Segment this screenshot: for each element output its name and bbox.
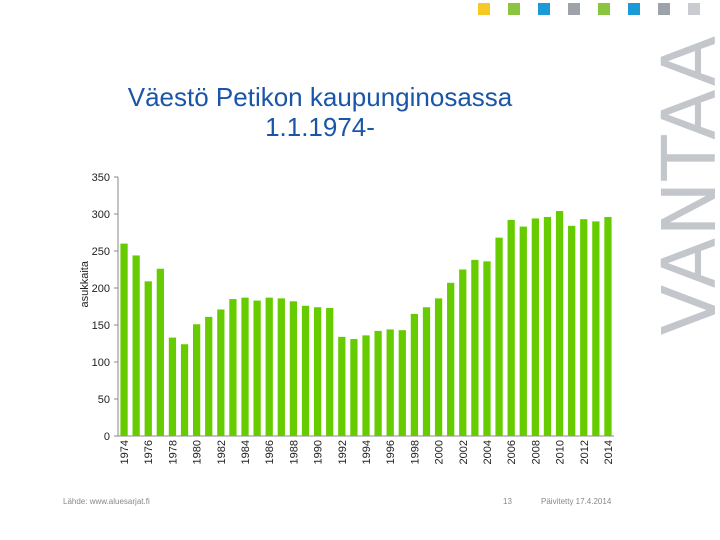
bar — [592, 221, 600, 436]
x-tick-label: 2012 — [579, 440, 591, 464]
bar — [132, 255, 140, 436]
accent-square — [688, 3, 700, 15]
bar — [398, 330, 406, 436]
slide-title: Väestö Petikon kaupunginosassa 1.1.1974- — [100, 82, 540, 142]
x-tick-label: 1974 — [119, 440, 131, 464]
x-tick-label: 1986 — [264, 440, 276, 464]
x-tick-label: 1982 — [216, 440, 228, 464]
bar — [168, 337, 177, 436]
title-line-2: 1.1.1974- — [265, 112, 375, 142]
page-number: 13 — [503, 497, 512, 506]
bar — [422, 307, 431, 436]
bar — [507, 219, 515, 436]
bar — [229, 299, 237, 436]
y-tick-label: 200 — [92, 283, 110, 295]
x-tick-label: 2000 — [434, 440, 446, 464]
bar — [471, 259, 479, 436]
bar — [265, 297, 273, 436]
bar — [326, 307, 334, 436]
bar — [301, 305, 310, 436]
y-tick-label: 350 — [92, 172, 110, 184]
bar — [568, 225, 576, 436]
bar — [434, 298, 443, 436]
y-tick-label: 50 — [98, 394, 110, 406]
bar — [350, 339, 358, 436]
bar — [253, 300, 261, 436]
bar — [555, 211, 564, 436]
x-tick-label: 1976 — [143, 440, 155, 464]
updated-date: Päivitetty 17.4.2014 — [541, 497, 612, 506]
bar — [205, 316, 213, 436]
accent-square — [568, 3, 580, 15]
x-tick-label: 1990 — [313, 440, 325, 464]
bar — [180, 344, 189, 436]
accent-square — [538, 3, 550, 15]
y-tick-label: 100 — [92, 357, 110, 369]
bar — [604, 216, 612, 436]
bar — [313, 307, 322, 436]
bar — [120, 243, 128, 436]
accent-square — [628, 3, 640, 15]
bar — [531, 218, 539, 436]
bar — [447, 282, 455, 436]
y-axis-title: asukkaita — [79, 260, 91, 307]
x-tick-label: 1994 — [361, 440, 373, 464]
title-line-1: Väestö Petikon kaupunginosassa — [127, 82, 513, 112]
bar — [459, 269, 467, 436]
bar — [144, 281, 152, 436]
bar — [193, 324, 201, 436]
bar — [374, 330, 382, 436]
source-note: Lähde: www.aluesarjat.fi — [63, 497, 150, 506]
x-tick-label: 2010 — [555, 440, 567, 464]
x-tick-label: 2002 — [458, 440, 470, 464]
x-tick-label: 1998 — [409, 440, 421, 464]
x-tick-label: 1992 — [337, 440, 349, 464]
y-tick-label: 0 — [104, 431, 110, 443]
bar — [241, 297, 249, 436]
x-tick-label: 1996 — [385, 440, 397, 464]
bar — [217, 309, 225, 436]
accent-square — [508, 3, 520, 15]
bar — [386, 329, 394, 436]
bar — [156, 268, 164, 436]
accent-squares — [478, 3, 718, 15]
y-tick-label: 300 — [92, 209, 110, 221]
accent-square — [478, 3, 490, 15]
y-tick-label: 150 — [92, 320, 110, 332]
bar — [495, 237, 503, 436]
accent-square — [658, 3, 670, 15]
x-tick-label: 2006 — [506, 440, 518, 464]
y-tick-label: 250 — [92, 246, 110, 258]
bar — [483, 261, 491, 436]
bar — [289, 301, 298, 436]
x-tick-label: 2004 — [482, 440, 494, 464]
bar — [277, 298, 285, 436]
x-tick-label: 1978 — [167, 440, 179, 464]
x-tick-label: 2014 — [603, 440, 615, 464]
accent-square — [598, 3, 610, 15]
bar — [362, 335, 370, 436]
x-tick-label: 1980 — [192, 440, 204, 464]
x-tick-label: 2008 — [530, 440, 542, 464]
bar — [580, 219, 588, 436]
x-tick-label: 1984 — [240, 440, 252, 464]
bar — [543, 216, 552, 436]
x-tick-label: 1988 — [288, 440, 300, 464]
bar — [410, 313, 419, 436]
bar — [338, 336, 346, 436]
bar — [519, 226, 527, 436]
